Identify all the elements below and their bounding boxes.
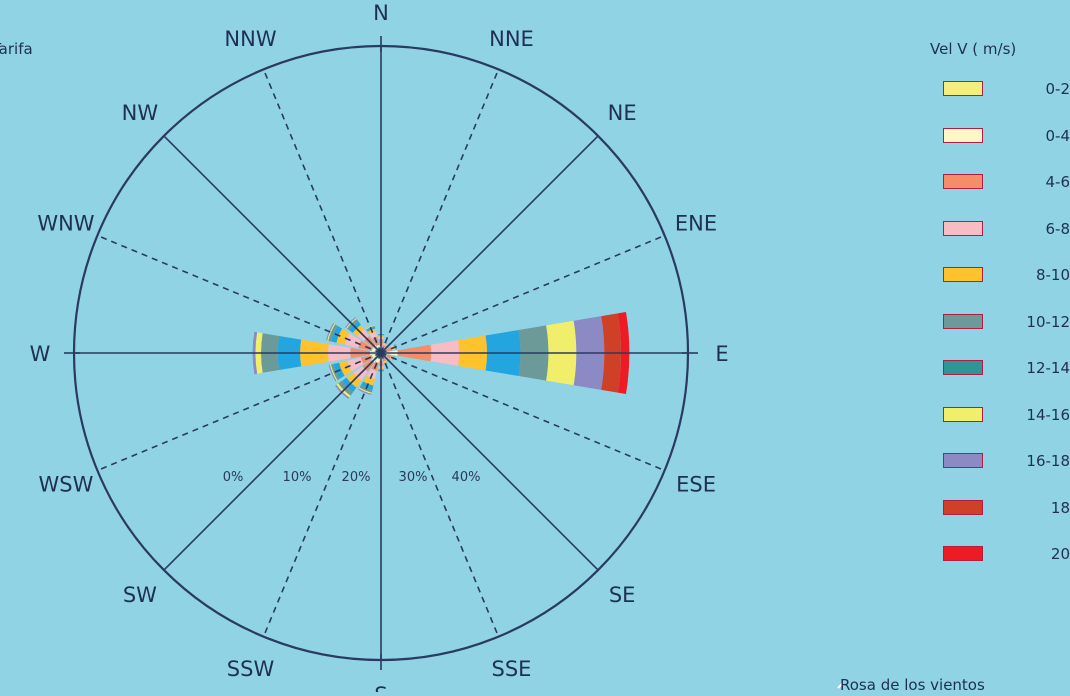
spoke-SE bbox=[381, 353, 598, 570]
legend-item: 16-18 bbox=[943, 452, 1070, 472]
spoke-WNW bbox=[97, 236, 381, 353]
direction-label-SSE: SSE bbox=[492, 657, 532, 681]
spoke-NNW bbox=[264, 69, 381, 353]
direction-label-NE: NE bbox=[608, 101, 637, 125]
spoke-NNE bbox=[381, 69, 498, 353]
rose-sectors bbox=[253, 312, 630, 399]
legend-swatch bbox=[943, 267, 983, 282]
direction-label-SW: SW bbox=[123, 583, 157, 607]
direction-label-N: N bbox=[373, 1, 389, 25]
direction-label-WNW: WNW bbox=[37, 212, 94, 236]
legend-label: 0-2 bbox=[1046, 80, 1070, 98]
legend-swatch bbox=[943, 81, 983, 96]
spoke-SW bbox=[164, 353, 381, 570]
radial-tick-0%: 0% bbox=[223, 470, 244, 485]
legend-label: 6-8 bbox=[1046, 220, 1070, 238]
spoke-NW bbox=[164, 136, 381, 353]
spoke-SSE bbox=[381, 353, 498, 637]
legend-item: 18 bbox=[943, 499, 1070, 519]
direction-label-SSW: SSW bbox=[227, 657, 275, 681]
legend-item: 6-8 bbox=[943, 220, 1070, 240]
direction-label-S: S bbox=[374, 683, 387, 692]
direction-label-NW: NW bbox=[122, 101, 159, 125]
legend-label: 20 bbox=[1051, 545, 1070, 563]
spoke-SSW bbox=[264, 353, 381, 637]
legend-swatch bbox=[943, 128, 983, 143]
legend-label: 18 bbox=[1051, 499, 1070, 517]
legend-swatch bbox=[943, 221, 983, 236]
legend-swatch bbox=[943, 546, 983, 561]
chart-caption: Rosa de los vientos bbox=[840, 676, 985, 694]
legend-swatch bbox=[943, 453, 983, 468]
legend-label: 4-6 bbox=[1046, 173, 1070, 191]
spoke-NE bbox=[381, 136, 598, 353]
direction-label-WSW: WSW bbox=[39, 472, 94, 496]
legend-label: 10-12 bbox=[1026, 313, 1070, 331]
legend-item: 10-12 bbox=[943, 313, 1070, 333]
legend-swatch bbox=[943, 360, 983, 375]
legend-label: 8-10 bbox=[1036, 266, 1070, 284]
legend-item: 12-14 bbox=[943, 359, 1070, 379]
spoke-WSW bbox=[97, 353, 381, 470]
direction-label-ENE: ENE bbox=[675, 212, 717, 236]
legend-label: 14-16 bbox=[1026, 406, 1070, 424]
direction-label-ESE: ESE bbox=[676, 472, 716, 496]
legend-swatch bbox=[943, 314, 983, 329]
legend-label: 16-18 bbox=[1026, 452, 1070, 470]
legend-item: 0-4 bbox=[943, 127, 1070, 147]
direction-label-SE: SE bbox=[609, 583, 636, 607]
wind-rose-chart: N NNE NE ENE E ESE SE SSE S SSW SW WSW W WNW NW NNW 0% 1… bbox=[0, 0, 840, 692]
direction-label-E: E bbox=[715, 342, 728, 366]
legend-item: 14-16 bbox=[943, 406, 1070, 426]
legend-item: 0-2 bbox=[943, 80, 1070, 100]
legend-swatch bbox=[943, 174, 983, 189]
direction-label-W: W bbox=[30, 342, 51, 366]
direction-label-NNW: NNW bbox=[224, 27, 276, 51]
radial-tick-30%: 30% bbox=[399, 470, 428, 485]
legend-swatch bbox=[943, 407, 983, 422]
legend-swatch bbox=[943, 500, 983, 515]
legend-item: 20 bbox=[943, 545, 1070, 565]
legend-item: 4-6 bbox=[943, 173, 1070, 193]
legend-label: 12-14 bbox=[1026, 359, 1070, 377]
legend-item: 8-10 bbox=[943, 266, 1070, 286]
radial-tick-20%: 20% bbox=[342, 470, 371, 485]
legend-label: 0-4 bbox=[1046, 127, 1070, 145]
legend-title: Vel V ( m/s) bbox=[930, 40, 1016, 58]
radial-tick-40%: 40% bbox=[452, 470, 481, 485]
radial-tick-10%: 10% bbox=[283, 470, 312, 485]
direction-label-NNE: NNE bbox=[489, 27, 534, 51]
rose-gridlines bbox=[64, 36, 698, 670]
